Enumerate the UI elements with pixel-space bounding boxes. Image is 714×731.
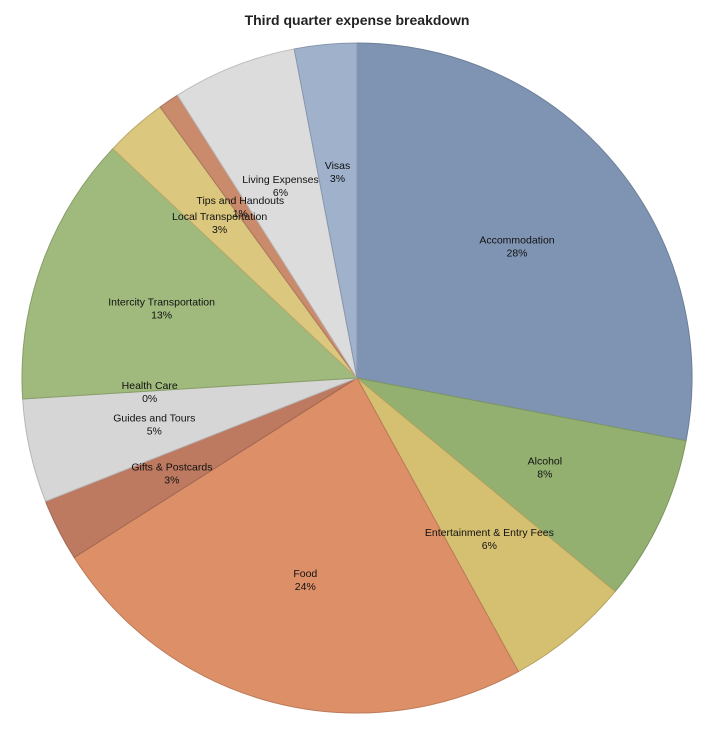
slice-label-local-transportation: Local Transportation: [172, 211, 267, 223]
pie-slice-alcohol: [356, 377, 687, 593]
pie-slice-entertainment-and-entry-fees: [356, 377, 616, 673]
slice-value-intercity-transportation: 13%: [151, 310, 172, 322]
slice-value-visas: 3%: [330, 173, 345, 185]
pie-slice-living-expenses: [176, 48, 358, 379]
chart-title: Third quarter expense breakdown: [244, 12, 470, 28]
pie-slices: [21, 42, 693, 714]
slice-label-living-expenses: Living Expenses: [242, 174, 318, 186]
pie-slice-food: [73, 377, 520, 714]
slice-label-visas: Visas: [325, 160, 351, 172]
slice-label-alcohol: Alcohol: [528, 455, 562, 467]
slice-value-local-transportation: 3%: [212, 224, 227, 236]
slice-label-gifts-and-postcards: Gifts & Postcards: [131, 461, 212, 473]
slice-label-tips-and-handouts: Tips and Handouts: [196, 195, 284, 207]
pie-slice-accommodation: [356, 42, 693, 442]
slice-value-food: 24%: [295, 581, 316, 593]
slice-value-living-expenses: 6%: [273, 187, 288, 199]
slice-value-tips-and-handouts: 1%: [233, 208, 248, 220]
slice-value-gifts-and-postcards: 3%: [164, 474, 179, 486]
pie-slice-intercity-transportation: [21, 147, 359, 400]
slice-value-accommodation: 28%: [506, 248, 527, 260]
slice-value-entertainment-and-entry-fees: 6%: [482, 540, 497, 552]
slice-label-intercity-transportation: Intercity Transportation: [108, 297, 215, 309]
slice-value-alcohol: 8%: [537, 468, 552, 480]
pie-slice-visas: [293, 42, 358, 379]
slice-label-food: Food: [293, 568, 317, 580]
slice-label-accommodation: Accommodation: [479, 235, 554, 247]
slice-value-health-care: 0%: [142, 393, 157, 405]
slice-label-guides-and-tours: Guides and Tours: [113, 412, 195, 424]
slice-label-entertainment-and-entry-fees: Entertainment & Entry Fees: [425, 527, 554, 539]
slice-label-health-care: Health Care: [122, 380, 178, 392]
slice-value-guides-and-tours: 5%: [147, 425, 162, 437]
